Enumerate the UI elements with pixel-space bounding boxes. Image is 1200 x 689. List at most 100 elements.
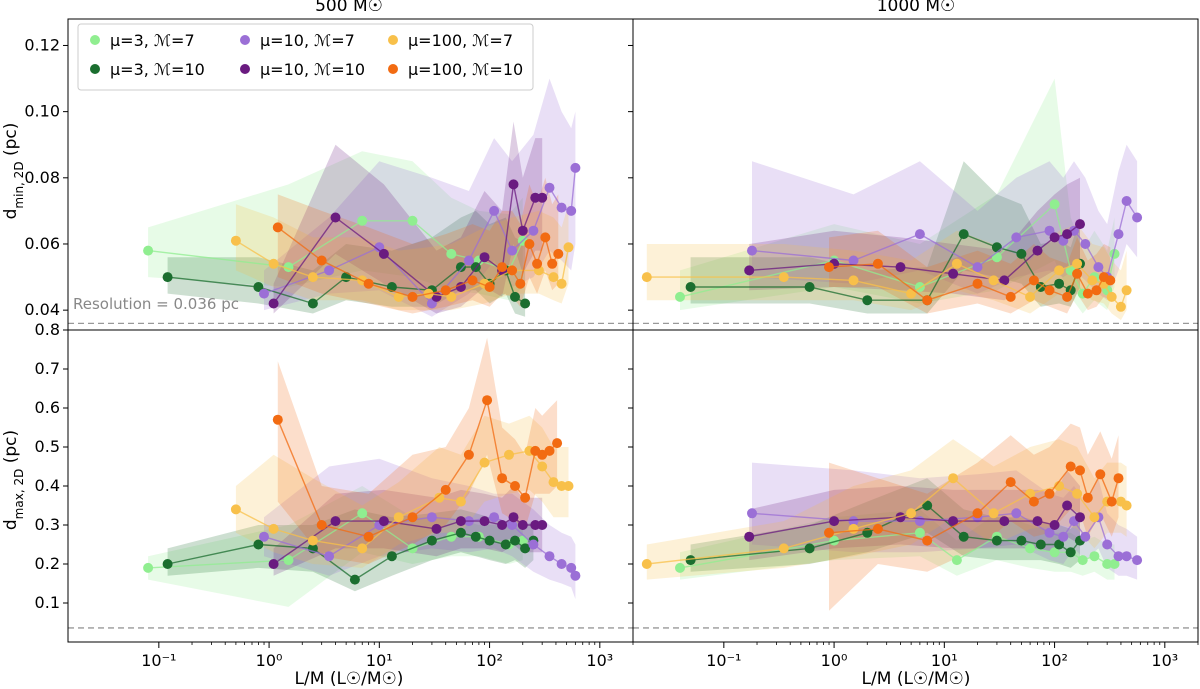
y-tick-label: 0.08: [24, 168, 60, 187]
point-mu10_M7: [1132, 555, 1143, 566]
point-mu10_M7: [566, 562, 577, 573]
point-mu10_M7: [1080, 239, 1091, 249]
y-tick-label: 0.04: [24, 300, 60, 319]
point-mu3_M10: [510, 291, 520, 302]
point-mu100_M7: [1054, 481, 1065, 491]
point-mu10_M10: [744, 265, 755, 276]
point-mu3_M7: [1102, 559, 1113, 569]
point-mu10_M10: [1062, 500, 1073, 511]
point-mu100_M7: [393, 291, 404, 302]
point-mu100_M7: [641, 272, 652, 283]
legend-marker-mu10_M10: [240, 64, 250, 74]
point-mu10_M7: [528, 225, 539, 236]
point-mu3_M10: [1016, 248, 1027, 259]
point-mu3_M10: [958, 531, 969, 542]
band-mu10_M7: [752, 144, 1138, 301]
point-mu3_M7: [357, 508, 368, 519]
x-tick-label: 10⁰: [256, 651, 283, 670]
point-mu10_M7: [914, 516, 925, 527]
point-mu3_M7: [1089, 551, 1100, 562]
point-mu10_M7: [1093, 262, 1104, 273]
point-mu100_M7: [548, 272, 559, 283]
point-mu100_M10: [544, 445, 555, 456]
point-mu10_M10: [1049, 520, 1060, 530]
point-mu100_M10: [1082, 492, 1093, 503]
panel-bottom-right: 10⁻¹ 10⁰ 10¹ 10² 10³: [628, 329, 1199, 670]
point-mu10_M10: [895, 512, 906, 523]
x-axis-label-left: L/M (L☉/M☉): [295, 669, 404, 689]
point-mu10_M7: [489, 205, 500, 216]
point-mu10_M10: [479, 516, 490, 527]
point-mu100_M10: [484, 282, 495, 292]
point-mu3_M7: [1077, 555, 1088, 566]
point-mu3_M10: [307, 298, 318, 309]
point-mu100_M10: [515, 278, 526, 289]
point-mu10_M10: [508, 179, 519, 190]
point-mu100_M10: [552, 438, 563, 449]
y-tick-label: 0.12: [24, 35, 60, 54]
point-mu3_M7: [357, 215, 368, 226]
point-mu100_M10: [1072, 268, 1083, 279]
point-mu3_M10: [1054, 539, 1065, 550]
point-mu100_M10: [872, 258, 883, 269]
point-mu100_M7: [848, 275, 859, 286]
point-mu10_M10: [948, 268, 959, 279]
point-mu100_M10: [1095, 469, 1106, 480]
point-mu3_M10: [685, 282, 696, 292]
point-mu10_M10: [508, 512, 519, 523]
point-mu100_M7: [948, 473, 959, 484]
point-mu3_M7: [914, 527, 925, 538]
point-mu100_M7: [393, 512, 404, 523]
point-mu10_M7: [747, 508, 757, 519]
point-mu3_M7: [675, 562, 685, 573]
point-mu3_M7: [143, 245, 154, 256]
y-tick-label: 0.7: [35, 359, 60, 378]
point-mu3_M10: [991, 535, 1002, 546]
band-mu10_M10: [273, 486, 543, 576]
point-mu100_M7: [951, 258, 962, 269]
band-mu3_M10: [167, 509, 534, 592]
point-mu10_M7: [1044, 527, 1055, 538]
point-mu3_M10: [520, 298, 531, 309]
point-mu100_M7: [504, 449, 514, 460]
point-mu3_M10: [162, 559, 173, 569]
point-mu10_M10: [537, 192, 548, 203]
point-mu100_M7: [778, 543, 789, 554]
point-mu3_M10: [455, 527, 466, 538]
point-mu3_M10: [455, 262, 466, 273]
point-mu100_M10: [1028, 275, 1039, 286]
point-mu3_M7: [517, 535, 528, 546]
point-mu3_M10: [991, 242, 1002, 253]
point-mu100_M10: [824, 527, 834, 538]
point-mu10_M7: [1121, 196, 1132, 206]
point-mu100_M10: [922, 535, 933, 546]
point-mu100_M7: [556, 481, 567, 491]
point-mu10_M7: [544, 182, 555, 193]
point-mu100_M7: [230, 235, 241, 246]
point-mu10_M7: [570, 570, 581, 581]
legend-label: μ=3, ℳ=7: [110, 31, 195, 50]
x-tick-label: 10¹: [931, 651, 958, 670]
band-mu3_M7: [680, 509, 1115, 580]
legend-marker-mu100_M7: [388, 35, 398, 45]
point-mu3_M7: [951, 555, 962, 566]
point-mu100_M7: [906, 288, 917, 299]
point-mu3_M10: [804, 543, 815, 554]
point-mu100_M10: [463, 449, 474, 460]
point-mu10_M10: [517, 225, 528, 236]
point-mu10_M10: [431, 523, 442, 534]
point-mu10_M10: [479, 252, 490, 263]
x-tick-label: 10³: [586, 651, 613, 670]
point-mu100_M10: [1005, 291, 1016, 302]
point-mu10_M7: [1080, 531, 1091, 542]
band-mu3_M7: [148, 151, 523, 301]
point-mu10_M10: [537, 520, 548, 530]
band-mu100_M10: [277, 337, 558, 564]
point-mu3_M7: [407, 215, 418, 226]
point-mu3_M10: [1065, 547, 1076, 558]
point-mu100_M10: [553, 248, 564, 259]
point-mu100_M10: [1062, 291, 1073, 302]
point-mu100_M7: [556, 278, 567, 289]
point-mu100_M10: [507, 265, 518, 276]
x-tick-label: 10²: [1041, 651, 1068, 670]
